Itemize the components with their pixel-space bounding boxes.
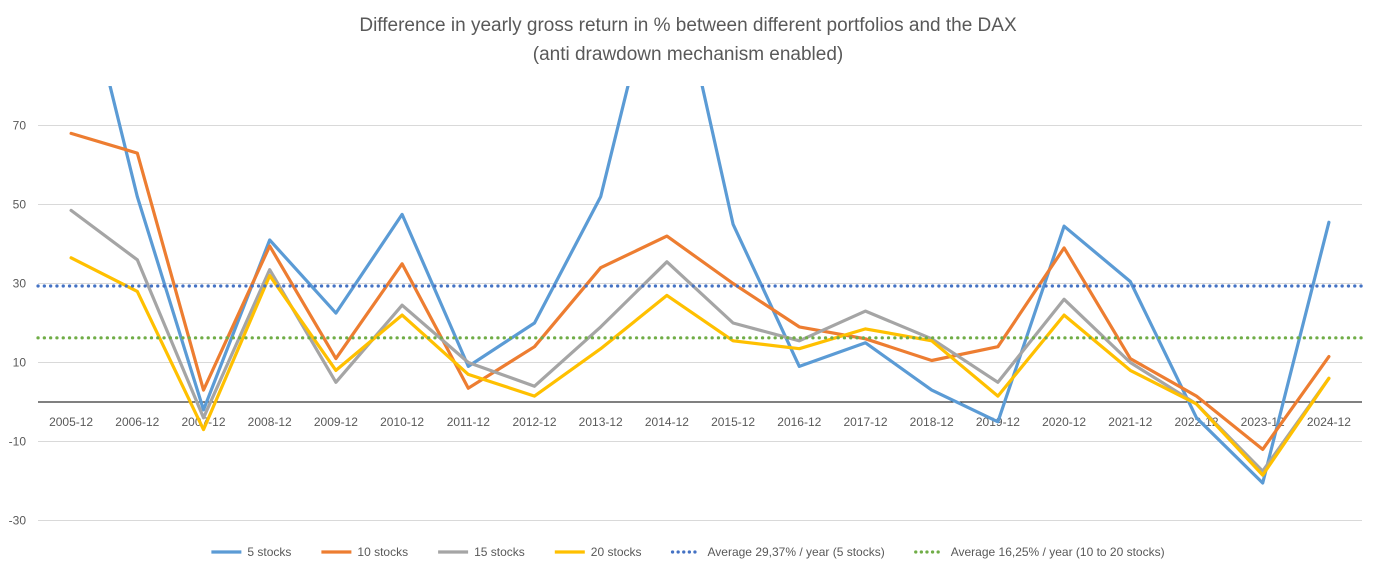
x-tick-label: 2009-12 [314, 415, 358, 429]
x-tick-label: 2014-12 [645, 415, 689, 429]
x-tick-label: 2017-12 [843, 415, 887, 429]
legend-item-0: 5 stocks [211, 545, 291, 559]
chart-title: Difference in yearly gross return in % b… [359, 15, 1017, 36]
y-tick-label: -10 [9, 435, 27, 449]
x-tick-label: 2011-12 [447, 415, 490, 429]
x-tick-label: 2018-12 [910, 415, 954, 429]
x-tick-label: 2021-12 [1108, 415, 1152, 429]
x-tick-label: 2005-12 [49, 415, 93, 429]
legend-item-4: Average 29,37% / year (5 stocks) [670, 545, 885, 559]
gridlines [38, 125, 1362, 521]
axes: -30 -10 10 30 50 70 2005-12 2006-12 2007-12 2008-… [9, 119, 1362, 528]
series-line-0 [108, 86, 1331, 485]
x-tick-label: 2022-12 [1174, 415, 1218, 429]
x-tick-label: 2010-12 [380, 415, 424, 429]
legend-label: 20 stocks [591, 545, 642, 559]
x-tick-label: 2024-12 [1307, 415, 1351, 429]
y-tick-label: 50 [13, 198, 27, 212]
y-tick-label: 70 [13, 119, 27, 133]
legend-label: Average 29,37% / year (5 stocks) [708, 545, 885, 559]
legend-item-1: 10 stocks [321, 545, 408, 559]
y-tick-label: -30 [9, 514, 27, 528]
legend-item-5: Average 16,25% / year (10 to 20 stocks) [914, 545, 1165, 559]
x-tick-label: 2023-12 [1241, 415, 1285, 429]
y-tick-label: 10 [13, 356, 27, 370]
x-tick-label: 2006-12 [115, 415, 159, 429]
x-tick-label: 2012-12 [512, 415, 556, 429]
legend-label: 5 stocks [247, 545, 291, 559]
series-line-3 [69, 256, 1331, 477]
series-lines [36, 86, 1364, 485]
series-line-1 [69, 131, 1331, 451]
x-tick-label: 2020-12 [1042, 415, 1086, 429]
legend-label: 15 stocks [474, 545, 525, 559]
y-tick-label: 30 [13, 277, 27, 291]
legend: 5 stocks 10 stocks 15 stocks 20 stocks Avera… [211, 545, 1165, 559]
legend-label: 10 stocks [357, 545, 408, 559]
x-tick-label: 2013-12 [579, 415, 623, 429]
series-line-2 [69, 208, 1331, 473]
x-tick-label: 2016-12 [777, 415, 821, 429]
x-tick-label: 2008-12 [248, 415, 292, 429]
x-tick-label: 2007-12 [181, 415, 225, 429]
legend-item-3: 20 stocks [554, 545, 642, 559]
legend-label: Average 16,25% / year (10 to 20 stocks) [951, 545, 1165, 559]
legend-item-2: 15 stocks [438, 545, 525, 559]
chart-subtitle: (anti drawdown mechanism enabled) [533, 44, 844, 65]
x-tick-label: 2015-12 [711, 415, 755, 429]
